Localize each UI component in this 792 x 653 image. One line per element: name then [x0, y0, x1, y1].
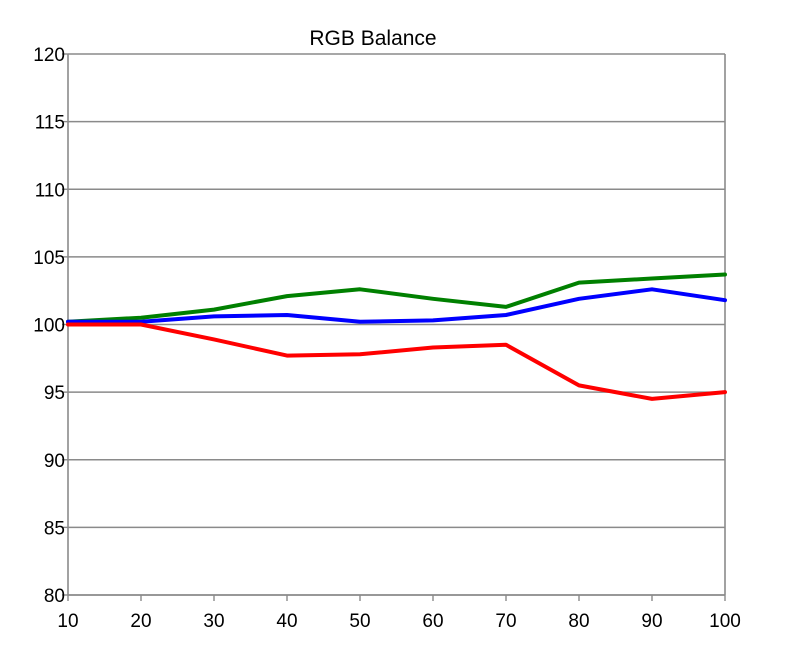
series-line-1 — [66, 287, 727, 324]
y-tick-label: 105 — [33, 248, 65, 269]
series-line-2 — [66, 322, 727, 401]
y-tick-label: 95 — [44, 383, 65, 404]
x-tick-label: 70 — [495, 611, 516, 632]
y-tick-label: 100 — [33, 316, 65, 337]
y-tick-label: 90 — [44, 451, 65, 472]
gridlines — [68, 53, 725, 596]
y-tick-label: 110 — [35, 180, 65, 201]
x-tick-label: 80 — [568, 611, 589, 632]
chart-title: RGB Balance — [309, 27, 436, 50]
y-tick-labels: 80 85 90 95 100 105 110 115 120 — [33, 45, 65, 607]
x-tick-label: 60 — [422, 611, 443, 632]
x-tick-label: 40 — [276, 611, 297, 632]
x-tick-label: 50 — [349, 611, 370, 632]
y-tick-label: 120 — [33, 45, 65, 66]
y-tick-label: 80 — [44, 586, 65, 607]
x-tick-label: 100 — [709, 611, 741, 632]
y-tick-label: 85 — [44, 518, 65, 539]
x-tick-label: 90 — [641, 611, 662, 632]
y-tick-label: 115 — [35, 113, 65, 134]
axes — [62, 53, 726, 601]
x-tick-label: 20 — [130, 611, 151, 632]
x-tick-label: 10 — [57, 611, 78, 632]
x-tick-labels: 10 20 30 40 50 60 70 80 90 100 — [57, 611, 740, 632]
series-line-0 — [66, 272, 727, 324]
x-tick-label: 30 — [203, 611, 224, 632]
series-lines — [66, 272, 727, 401]
